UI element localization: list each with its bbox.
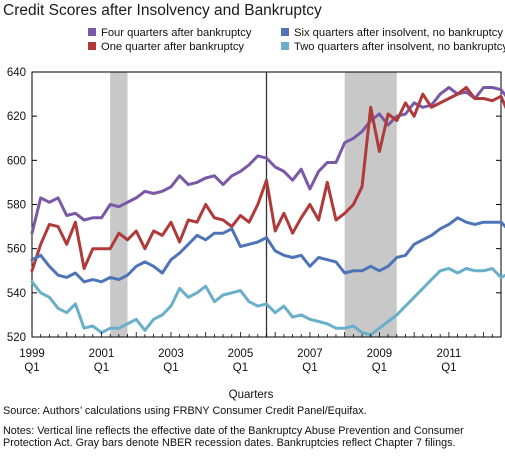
- y-tick-label: 600: [7, 155, 26, 167]
- chart-title: Credit Scores after Insolvency and Bankr…: [3, 2, 322, 19]
- chart-notes: Source: Authors’ calculations using FRBN…: [3, 405, 503, 450]
- x-tick-year: 1999: [19, 348, 45, 360]
- x-tick-quarter: Q1: [94, 362, 109, 374]
- series-line-4: [30, 267, 505, 337]
- x-axis-label: Quarters: [229, 389, 274, 401]
- x-tick-year: 2009: [367, 348, 393, 360]
- recession-bar-1: [110, 72, 128, 337]
- x-tick-quarter: Q1: [302, 362, 317, 374]
- x-tick-year: 2005: [228, 348, 254, 360]
- x-tick-year: 2007: [297, 348, 323, 360]
- y-tick-label: 560: [7, 244, 26, 256]
- footnote: Notes: Vertical line reflects the effect…: [3, 424, 464, 450]
- line-chart: 520 540 560 580 600 620 640 1999 Q1 2001 Q1 2003 Q1…: [7, 27, 505, 401]
- x-tick-year: 2001: [89, 348, 115, 360]
- series-line-1: [30, 86, 505, 235]
- legend-swatch: [88, 42, 96, 50]
- legend-label: Six quarters after insolvent, no bankrup…: [294, 27, 503, 39]
- x-tick-quarter: Q1: [441, 362, 456, 374]
- legend-label: Two quarters after insolvent, no bankrup…: [294, 41, 505, 53]
- x-tick-quarter: Q1: [163, 362, 178, 374]
- source-note: Source: Authors’ calculations using FRBN…: [3, 405, 367, 417]
- y-tick-label: 520: [7, 332, 26, 344]
- x-tick-quarter: Q1: [372, 362, 387, 374]
- x-tick-quarter: Q1: [24, 362, 39, 374]
- series-line-3: [30, 216, 505, 284]
- x-tick-year: 2011: [437, 348, 462, 360]
- x-tick-year: 2003: [158, 348, 184, 360]
- legend-label: Four quarters after bankruptcy: [101, 27, 252, 39]
- series-line-2: [30, 86, 505, 273]
- x-tick-quarter: Q1: [233, 362, 248, 374]
- y-tick-label: 640: [7, 67, 26, 79]
- y-tick-label: 540: [7, 288, 26, 300]
- legend-swatch: [281, 28, 289, 36]
- legend-swatch: [281, 42, 289, 50]
- y-tick-label: 620: [7, 111, 26, 123]
- legend-label: One quarter after bankruptcy: [101, 41, 244, 53]
- legend-swatch: [88, 28, 96, 36]
- y-tick-label: 580: [7, 200, 26, 212]
